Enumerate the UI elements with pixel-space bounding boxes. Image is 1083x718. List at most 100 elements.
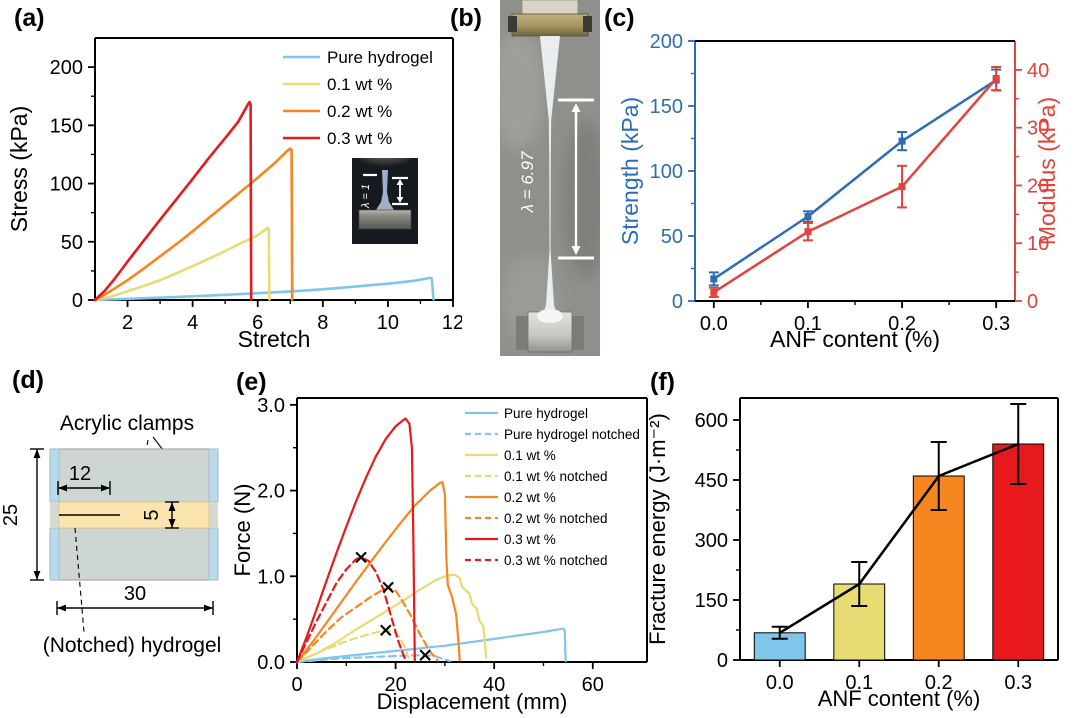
- marker-modulus: [898, 183, 906, 191]
- x-tick-label: 60: [582, 674, 604, 696]
- dimension-arrowhead: [168, 502, 176, 511]
- panel-label-a: (a): [14, 4, 45, 32]
- dimension-arrowhead: [57, 604, 66, 612]
- panel-b-photo: λ = 6.97: [500, 0, 600, 356]
- photo-gel-blob: [537, 309, 563, 323]
- x-tick-label: 4: [187, 312, 198, 334]
- legend-label-0-1-wt-notched: 0.1 wt % notched: [504, 469, 608, 484]
- legend-label-pure-hydrogel: Pure hydrogel: [327, 48, 433, 67]
- dimension-arrowhead: [33, 571, 41, 580]
- y-tick-label: 100: [50, 174, 83, 196]
- x-tick-label: 0.2: [888, 313, 916, 335]
- legend-label-0-1-wt: 0.1 wt %: [504, 448, 556, 463]
- panel-a-inset-photo: λ = 1: [352, 158, 418, 244]
- panel-label-e: (e): [236, 368, 267, 396]
- photo-top-clamp: [511, 13, 589, 37]
- panel-a-stress-stretch-chart: 2 4 6 8 10 12 0 50 100 150 200 Pure hydrogel 0.1 wt …: [0, 0, 462, 360]
- x-tick-label: 0.3: [1004, 672, 1032, 694]
- series-line-0-3-wt: [295, 417, 416, 664]
- panel-label-f: (f): [650, 368, 675, 396]
- dimension-arrowhead: [168, 519, 176, 528]
- series-line-0-2-wt-notched: [295, 586, 439, 664]
- y-tick-label: 200: [50, 57, 83, 79]
- notched-hydrogel-label: (Notched) hydrogel: [43, 634, 222, 657]
- dimension-arrowhead: [33, 449, 41, 458]
- marker-modulus: [804, 228, 812, 236]
- photo-arrowhead-up: [571, 103, 581, 112]
- x-tick-label: 8: [317, 312, 328, 334]
- panel-e-force-displacement-chart: 0 20 40 60 0.0 1.0 2.0 3.0 Pure hydrogel Pure hyd…: [230, 360, 650, 718]
- chart-c-svg: 0.0 0.1 0.2 0.3 0 50 100 150 200 0 10 20 30 40 ANF con…: [617, 31, 1060, 352]
- legend-label-0-3-wt: 0.3 wt %: [327, 129, 392, 148]
- y-tick-label: 50: [61, 232, 83, 254]
- crack-marker-x: [382, 581, 394, 594]
- photo-graphic: λ = 6.97: [500, 0, 600, 356]
- marker-strength: [898, 137, 906, 145]
- series-line-0-3-wt-notched: [295, 556, 409, 664]
- panel-d-specimen-diagram: 12 25 5 30 Acrylic clamps (Notched) hydrogel: [0, 360, 240, 718]
- chart-e-svg: 0 20 40 60 0.0 1.0 2.0 3.0 Pure hydrogel Pure hyd…: [230, 395, 648, 714]
- legend-label-0-2-wt-notched: 0.2 wt % notched: [504, 511, 608, 526]
- series-line-0-2-wt: [93, 147, 294, 302]
- clamp-edge: [208, 448, 219, 503]
- marker-modulus: [992, 75, 1000, 83]
- marker-strength: [804, 213, 812, 220]
- x-tick-label: 0.0: [700, 313, 728, 335]
- crack-marker-x: [379, 624, 392, 637]
- x-tick-label: 20: [384, 674, 406, 696]
- panel-f-fracture-energy-chart: 0 150 300 450 600 0.0 0.1 0.2 0.3 ANF content (%)…: [640, 360, 1083, 718]
- x-tick-label: 10: [377, 312, 399, 334]
- y-tick-label: 3.0: [257, 395, 285, 417]
- y-tick-label: 0: [1027, 291, 1038, 313]
- marker-modulus: [710, 288, 718, 296]
- photo-arrowhead-down: [571, 246, 581, 255]
- y-tick-label: 20: [1027, 175, 1049, 197]
- clamp-edge: [49, 527, 60, 581]
- x-tick-label: 0.1: [845, 672, 873, 694]
- dimension-arrowhead: [101, 484, 110, 492]
- y-tick-label: 40: [1027, 60, 1049, 82]
- inset-hydrogel-sample: [376, 170, 394, 210]
- bar-0-2: [912, 475, 965, 661]
- x-axis-title: Displacement (mm): [377, 689, 568, 714]
- bottom-clamp: [49, 527, 219, 581]
- photo-top-acrylic-block: [521, 0, 579, 16]
- photo-hydrogel-strand: [540, 36, 560, 318]
- photo-lambda-label: λ = 6.97: [518, 151, 537, 213]
- legend-label-0-3-wt-notched: 0.3 wt % notched: [504, 553, 608, 568]
- diagram-svg: 12 25 5 30 Acrylic clamps (Notched) hydrogel: [0, 412, 222, 657]
- inset-arrowhead-down: [396, 197, 404, 203]
- x-tick-label: 0: [291, 674, 302, 696]
- dimension-arrowhead: [58, 484, 67, 492]
- y-axis-title: Force (N): [230, 484, 255, 577]
- y-axis-title: Fracture energy (J·m⁻²): [645, 413, 670, 645]
- x-tick-label: 2: [122, 312, 133, 334]
- inset-photo-graphic: λ = 1: [352, 158, 418, 244]
- legend-label-0-2-wt: 0.2 wt %: [504, 490, 556, 505]
- inset-lambda-label: λ = 1: [360, 184, 372, 209]
- series-line-pure-hydrogel: [295, 627, 567, 664]
- y-tick-label: 150: [50, 115, 83, 137]
- inset-light-glow: [359, 158, 411, 174]
- series-line-0-2-wt: [295, 480, 461, 664]
- y-tick-label: 1.0: [257, 566, 285, 588]
- y-tick-label: 200: [650, 31, 683, 53]
- dim-height-label: 25: [0, 504, 22, 526]
- y-axis-title-right: Modulus (kPa): [1034, 97, 1060, 245]
- crack-marker-x: [355, 551, 367, 564]
- y-tick-label: 300: [695, 530, 728, 552]
- y-tick-label: 150: [695, 590, 728, 612]
- panel-c-strength-modulus-chart: 0.0 0.1 0.2 0.3 0 50 100 150 200 0 10 20 30 40 ANF con…: [600, 0, 1083, 360]
- y-axis-title: Stress (kPa): [6, 106, 32, 233]
- y-tick-label: 150: [650, 96, 683, 118]
- dim-width-label: 30: [124, 583, 146, 605]
- crack-marker-x: [419, 649, 431, 661]
- y-tick-label: 2.0: [257, 481, 285, 503]
- y-tick-label: 0: [717, 650, 728, 672]
- legend-label-0-1-wt: 0.1 wt %: [327, 75, 392, 94]
- inset-arrowhead-up: [396, 179, 404, 185]
- series-line-0-3-wt: [93, 100, 253, 302]
- x-tick-label: 12: [442, 312, 462, 334]
- legend-label-pure-hydrogel: Pure hydrogel: [504, 406, 588, 421]
